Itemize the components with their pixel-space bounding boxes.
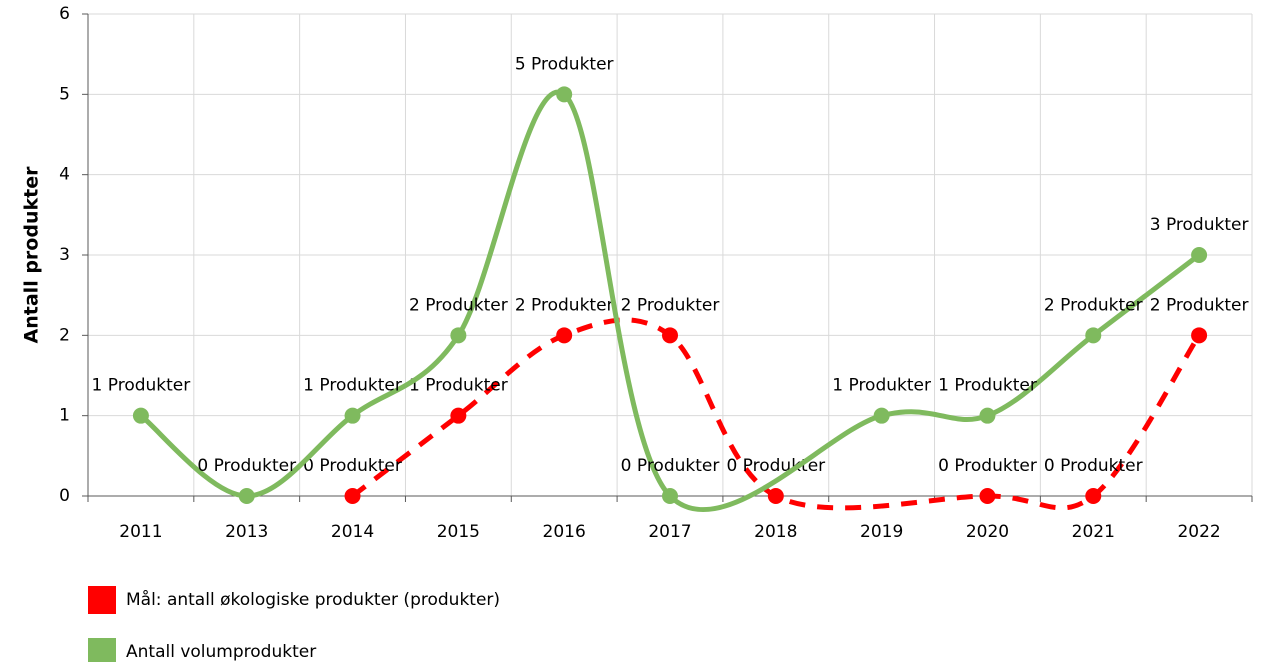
data-point bbox=[1191, 247, 1208, 263]
data-label: 1 Produkter bbox=[409, 376, 508, 396]
data-point bbox=[132, 407, 149, 424]
x-tick-label: 2017 bbox=[648, 522, 691, 542]
y-tick-label: 4 bbox=[59, 165, 70, 185]
data-point bbox=[344, 407, 361, 424]
data-label: 0 Produkter bbox=[1044, 456, 1143, 476]
legend-swatch bbox=[88, 638, 116, 662]
data-point bbox=[873, 407, 890, 424]
x-tick-label: 2013 bbox=[225, 522, 268, 542]
data-point bbox=[1085, 488, 1102, 504]
data-point bbox=[344, 488, 361, 504]
data-point bbox=[662, 327, 678, 344]
data-point bbox=[450, 407, 467, 424]
data-label: 1 Produkter bbox=[303, 376, 402, 396]
data-label: 2 Produkter bbox=[1150, 295, 1249, 315]
y-tick-label: 6 bbox=[59, 4, 70, 24]
data-label: 0 Produkter bbox=[938, 456, 1037, 476]
data-point bbox=[556, 327, 573, 344]
legend-swatch bbox=[88, 586, 116, 614]
data-label: 2 Produkter bbox=[1044, 295, 1143, 315]
data-point bbox=[1191, 327, 1208, 344]
data-label: 1 Produkter bbox=[92, 376, 191, 396]
data-label: 1 Produkter bbox=[832, 376, 931, 396]
data-point bbox=[767, 488, 784, 504]
legend-label: Antall volumprodukter bbox=[126, 642, 316, 662]
y-axis-title: Antall produkter bbox=[21, 166, 43, 344]
data-point bbox=[662, 488, 678, 504]
x-tick-label: 2015 bbox=[437, 522, 480, 542]
data-label: 2 Produkter bbox=[515, 295, 614, 315]
data-point bbox=[238, 488, 255, 504]
data-label: 0 Produkter bbox=[726, 456, 825, 476]
data-label: 0 Produkter bbox=[621, 456, 720, 476]
data-point bbox=[556, 86, 573, 103]
legend-label: Mål: antall økologiske produkter (produk… bbox=[126, 589, 500, 610]
y-tick-label: 2 bbox=[59, 325, 70, 345]
data-label: 3 Produkter bbox=[1150, 215, 1249, 235]
x-tick-label: 2022 bbox=[1177, 522, 1220, 542]
y-tick-label: 5 bbox=[59, 84, 70, 104]
data-point bbox=[450, 327, 467, 344]
data-point bbox=[1085, 327, 1102, 344]
x-tick-label: 2011 bbox=[119, 522, 162, 542]
y-tick-label: 0 bbox=[59, 486, 70, 506]
y-tick-label: 3 bbox=[59, 245, 70, 265]
series-line bbox=[351, 317, 1202, 511]
data-label: 5 Produkter bbox=[515, 54, 614, 74]
data-label: 0 Produkter bbox=[197, 456, 296, 476]
x-tick-label: 2016 bbox=[543, 522, 586, 542]
x-tick-label: 2018 bbox=[754, 522, 797, 542]
data-label: 2 Produkter bbox=[409, 295, 508, 315]
data-label: 0 Produkter bbox=[303, 456, 402, 476]
data-label: 2 Produkter bbox=[621, 295, 720, 315]
x-tick-label: 2021 bbox=[1072, 522, 1115, 542]
x-tick-label: 2014 bbox=[331, 522, 374, 542]
data-point bbox=[979, 407, 996, 424]
data-label: 1 Produkter bbox=[938, 376, 1037, 396]
y-tick-label: 1 bbox=[59, 406, 70, 426]
x-tick-label: 2020 bbox=[966, 522, 1009, 542]
data-point bbox=[979, 488, 996, 504]
x-tick-label: 2019 bbox=[860, 522, 903, 542]
series-line bbox=[139, 89, 1201, 513]
